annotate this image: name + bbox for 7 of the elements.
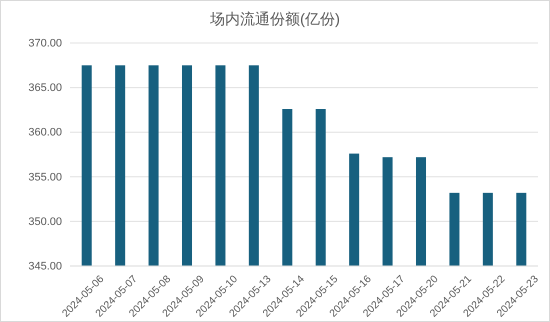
chart-title: 场内流通份额(亿份): [209, 11, 340, 28]
y-tick-label: 350.00: [28, 216, 62, 228]
y-tick-label: 360.00: [28, 126, 62, 139]
y-tick-label: 370.00: [28, 38, 62, 50]
y-tick-label: 365.00: [28, 82, 62, 94]
y-tick-label: 355.00: [28, 171, 62, 184]
y-tick-label: 345.00: [28, 260, 62, 273]
